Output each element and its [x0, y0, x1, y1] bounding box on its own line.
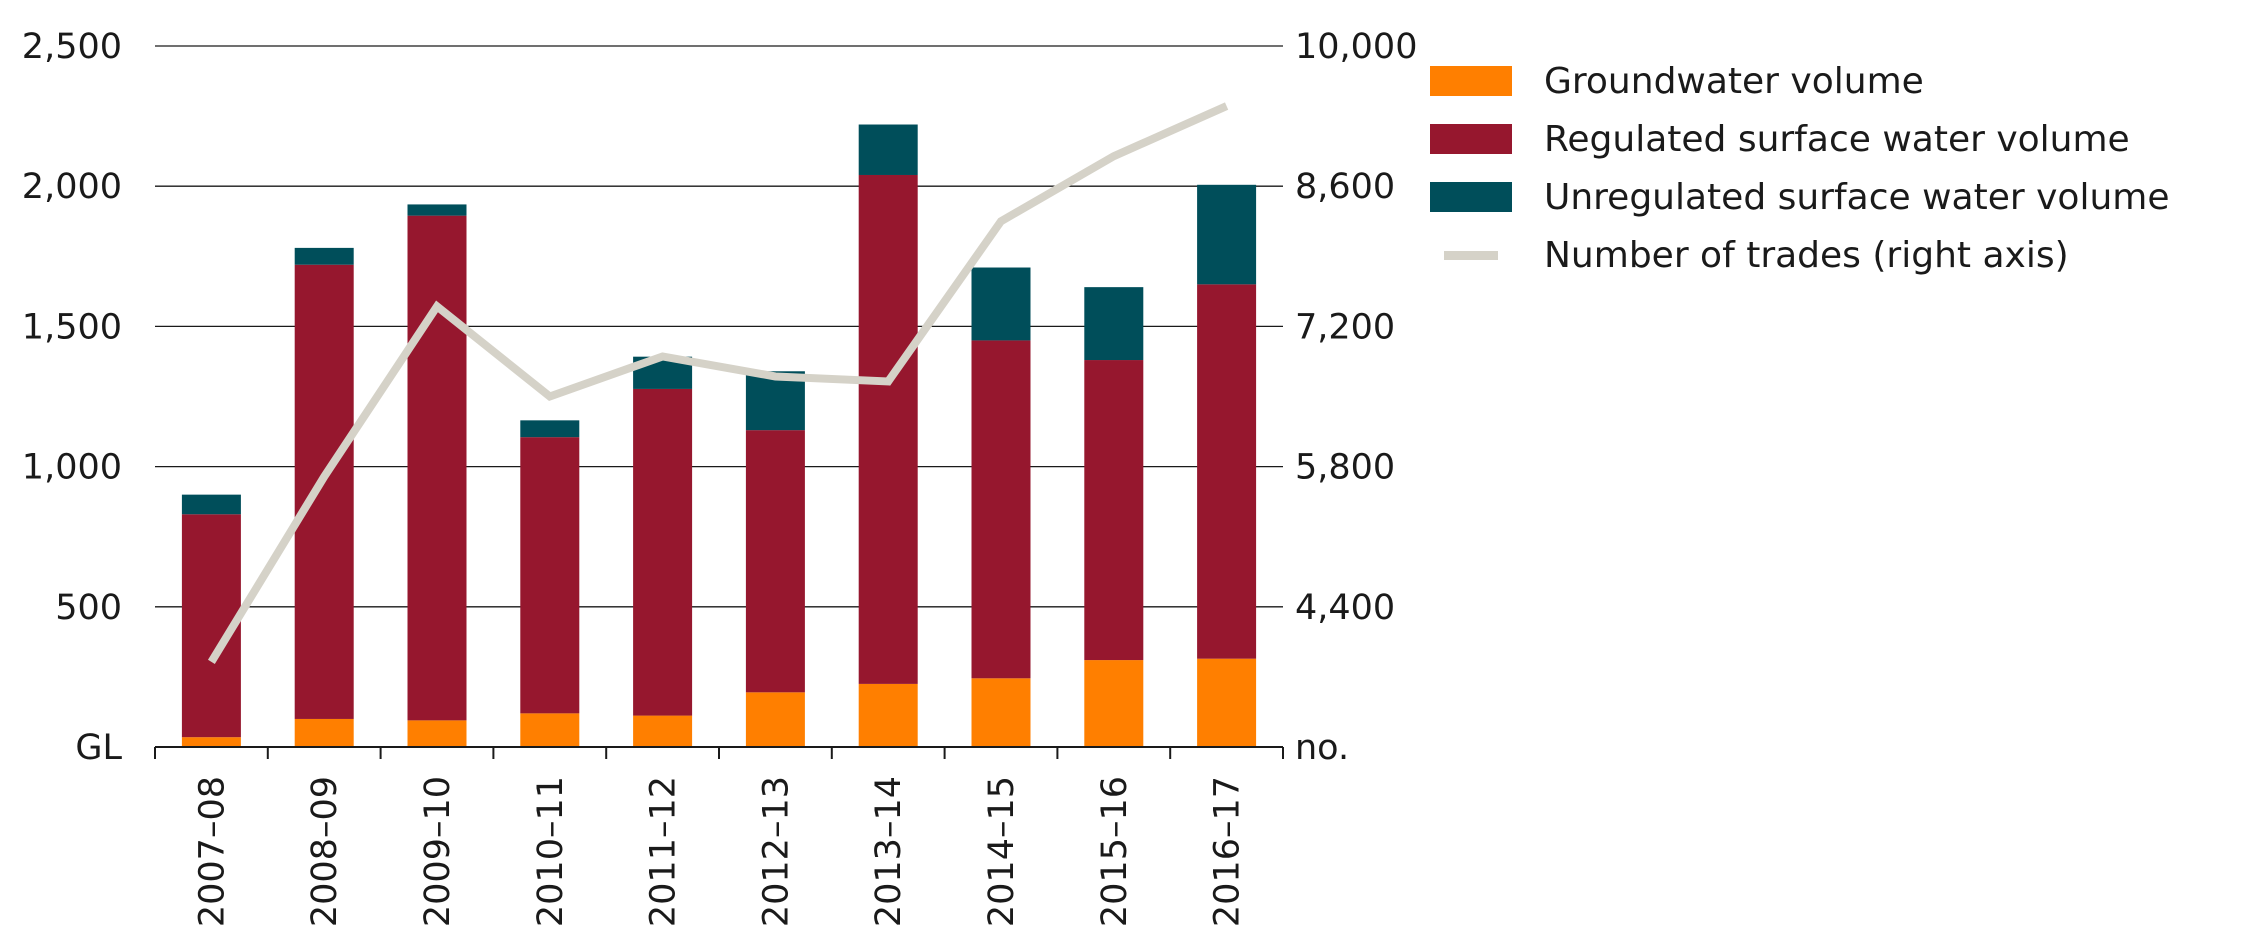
- bar-segment-regulated-8: [1084, 360, 1144, 661]
- category-label: 2013–14: [869, 776, 909, 927]
- bar-segment-groundwater-2: [407, 720, 467, 747]
- bar-segment-groundwater-1: [294, 718, 354, 747]
- left-tick-label: 1,500: [22, 307, 122, 347]
- bar-segment-groundwater-3: [520, 713, 580, 747]
- bar-segment-regulated-5: [745, 430, 805, 693]
- trades-line: [207, 102, 1229, 664]
- legend-label-regulated: Regulated surface water volume: [1544, 118, 2130, 160]
- bar-segment-groundwater-7: [971, 678, 1031, 747]
- axis-labels: 500 1,000 1,500 2,000 2,500 GL 4,400 5,800 7,200…: [22, 27, 1418, 927]
- legend-item-unregulated: Unregulated surface water volume: [1430, 168, 2169, 226]
- legend-item-regulated: Regulated surface water volume: [1430, 110, 2169, 168]
- bar-segment-groundwater-4: [633, 715, 693, 747]
- right-axis-unit: no.: [1295, 728, 1349, 768]
- bar-segment-unregulated-8: [1084, 287, 1144, 361]
- bar-segment-groundwater-8: [1084, 660, 1144, 747]
- legend-swatch-trades-line: [1444, 250, 1498, 260]
- category-label: 2008–09: [305, 776, 345, 927]
- bar-segment-unregulated-2: [407, 204, 467, 216]
- right-tick-label: 7,200: [1295, 307, 1395, 347]
- category-label: 2007–08: [192, 776, 232, 927]
- bar-segment-unregulated-7: [971, 267, 1031, 341]
- bar-segment-unregulated-1: [294, 247, 354, 265]
- legend-swatch-groundwater: [1430, 66, 1512, 96]
- bar-segment-unregulated-3: [520, 420, 580, 438]
- category-label: 2011–12: [644, 776, 684, 927]
- bar-segment-regulated-7: [971, 340, 1031, 679]
- category-label: 2012–13: [756, 776, 796, 927]
- right-tick-label: 4,400: [1295, 588, 1395, 628]
- category-label: 2016–17: [1208, 776, 1248, 927]
- left-tick-label: 1,000: [22, 448, 122, 488]
- category-label: 2015–16: [1095, 776, 1135, 927]
- bar-segment-groundwater-6: [858, 683, 918, 747]
- bar-segment-regulated-2: [407, 215, 467, 721]
- right-tick-label: 5,800: [1295, 448, 1395, 488]
- left-tick-label: 2,500: [22, 27, 122, 67]
- trades-line-group: [207, 102, 1229, 664]
- bar-segment-unregulated-0: [181, 494, 241, 515]
- legend-label-unregulated: Unregulated surface water volume: [1544, 176, 2170, 218]
- bar-segment-regulated-9: [1197, 284, 1257, 659]
- bars: [181, 124, 1257, 747]
- bar-segment-regulated-4: [633, 388, 693, 716]
- legend: Groundwater volume Regulated surface wat…: [1430, 52, 2169, 284]
- bar-segment-groundwater-5: [745, 692, 805, 747]
- legend-item-trades: Number of trades (right axis): [1430, 226, 2169, 284]
- bar-segment-groundwater-0: [181, 737, 241, 747]
- right-tick-label: 10,000: [1295, 27, 1417, 67]
- bar-segment-regulated-6: [858, 174, 918, 684]
- bar-segment-unregulated-9: [1197, 184, 1257, 285]
- bar-segment-unregulated-6: [858, 124, 918, 175]
- bar-segment-regulated-1: [294, 264, 354, 719]
- axes: [154, 746, 1284, 759]
- right-tick-label: 8,600: [1295, 167, 1395, 207]
- legend-swatch-regulated: [1430, 124, 1512, 154]
- legend-swatch-unregulated: [1430, 182, 1512, 212]
- left-axis-unit: GL: [75, 728, 122, 768]
- category-label: 2010–11: [531, 776, 571, 927]
- bar-segment-groundwater-9: [1197, 658, 1257, 747]
- legend-item-groundwater: Groundwater volume: [1430, 52, 2169, 110]
- left-tick-label: 500: [55, 588, 122, 628]
- legend-label-groundwater: Groundwater volume: [1544, 60, 1924, 102]
- bar-segment-regulated-3: [520, 437, 580, 714]
- legend-label-trades: Number of trades (right axis): [1544, 234, 2069, 276]
- category-label: 2009–10: [418, 776, 458, 927]
- category-label: 2014–15: [982, 776, 1022, 927]
- left-tick-label: 2,000: [22, 167, 122, 207]
